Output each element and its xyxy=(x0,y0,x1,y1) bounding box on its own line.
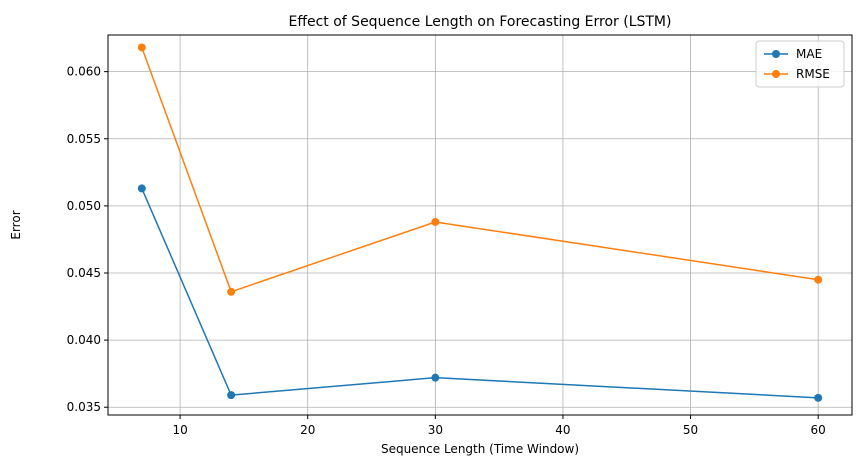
series-mae xyxy=(137,184,823,402)
legend-label-rmse: RMSE xyxy=(796,67,830,81)
series-line-mae xyxy=(141,188,819,399)
x-tick-label: 50 xyxy=(683,423,698,437)
x-tick-label: 60 xyxy=(811,423,826,437)
data-point-mae xyxy=(137,184,146,193)
series-rmse xyxy=(137,43,823,296)
y-tick-label: 0.045 xyxy=(67,266,101,280)
data-point-rmse xyxy=(137,43,146,52)
y-tick-label: 0.035 xyxy=(67,400,101,414)
y-tick-label: 0.050 xyxy=(67,199,101,213)
chart-title: Effect of Sequence Length on Forecasting… xyxy=(289,14,672,30)
data-point-mae xyxy=(227,391,236,400)
legend: MAE RMSE xyxy=(755,40,845,88)
legend-marker xyxy=(772,50,780,58)
data-point-rmse xyxy=(227,287,236,296)
x-axis-label: Sequence Length (Time Window) xyxy=(381,442,579,456)
data-point-mae xyxy=(431,373,440,382)
x-tick-label: 20 xyxy=(300,423,315,437)
grid-lines xyxy=(108,35,852,415)
y-tick-label: 0.060 xyxy=(67,65,101,79)
y-axis-label: Error xyxy=(9,210,23,239)
x-tick-label: 30 xyxy=(428,423,443,437)
x-tick-label: 40 xyxy=(555,423,570,437)
data-point-mae xyxy=(814,393,823,402)
series-layer xyxy=(137,43,823,402)
plot-frame xyxy=(107,34,853,416)
y-tick-label: 0.055 xyxy=(67,132,101,146)
y-tick-label: 0.040 xyxy=(67,333,101,347)
axis-ticks: 10 20 30 40 50 60 0.035 0.040 0.045 0.050 0.055 0.0… xyxy=(67,65,826,437)
x-tick-label: 10 xyxy=(172,423,187,437)
legend-label-mae: MAE xyxy=(796,47,822,61)
series-line-rmse xyxy=(141,47,819,293)
data-point-rmse xyxy=(814,275,823,284)
data-point-rmse xyxy=(431,217,440,226)
legend-marker xyxy=(772,70,780,78)
